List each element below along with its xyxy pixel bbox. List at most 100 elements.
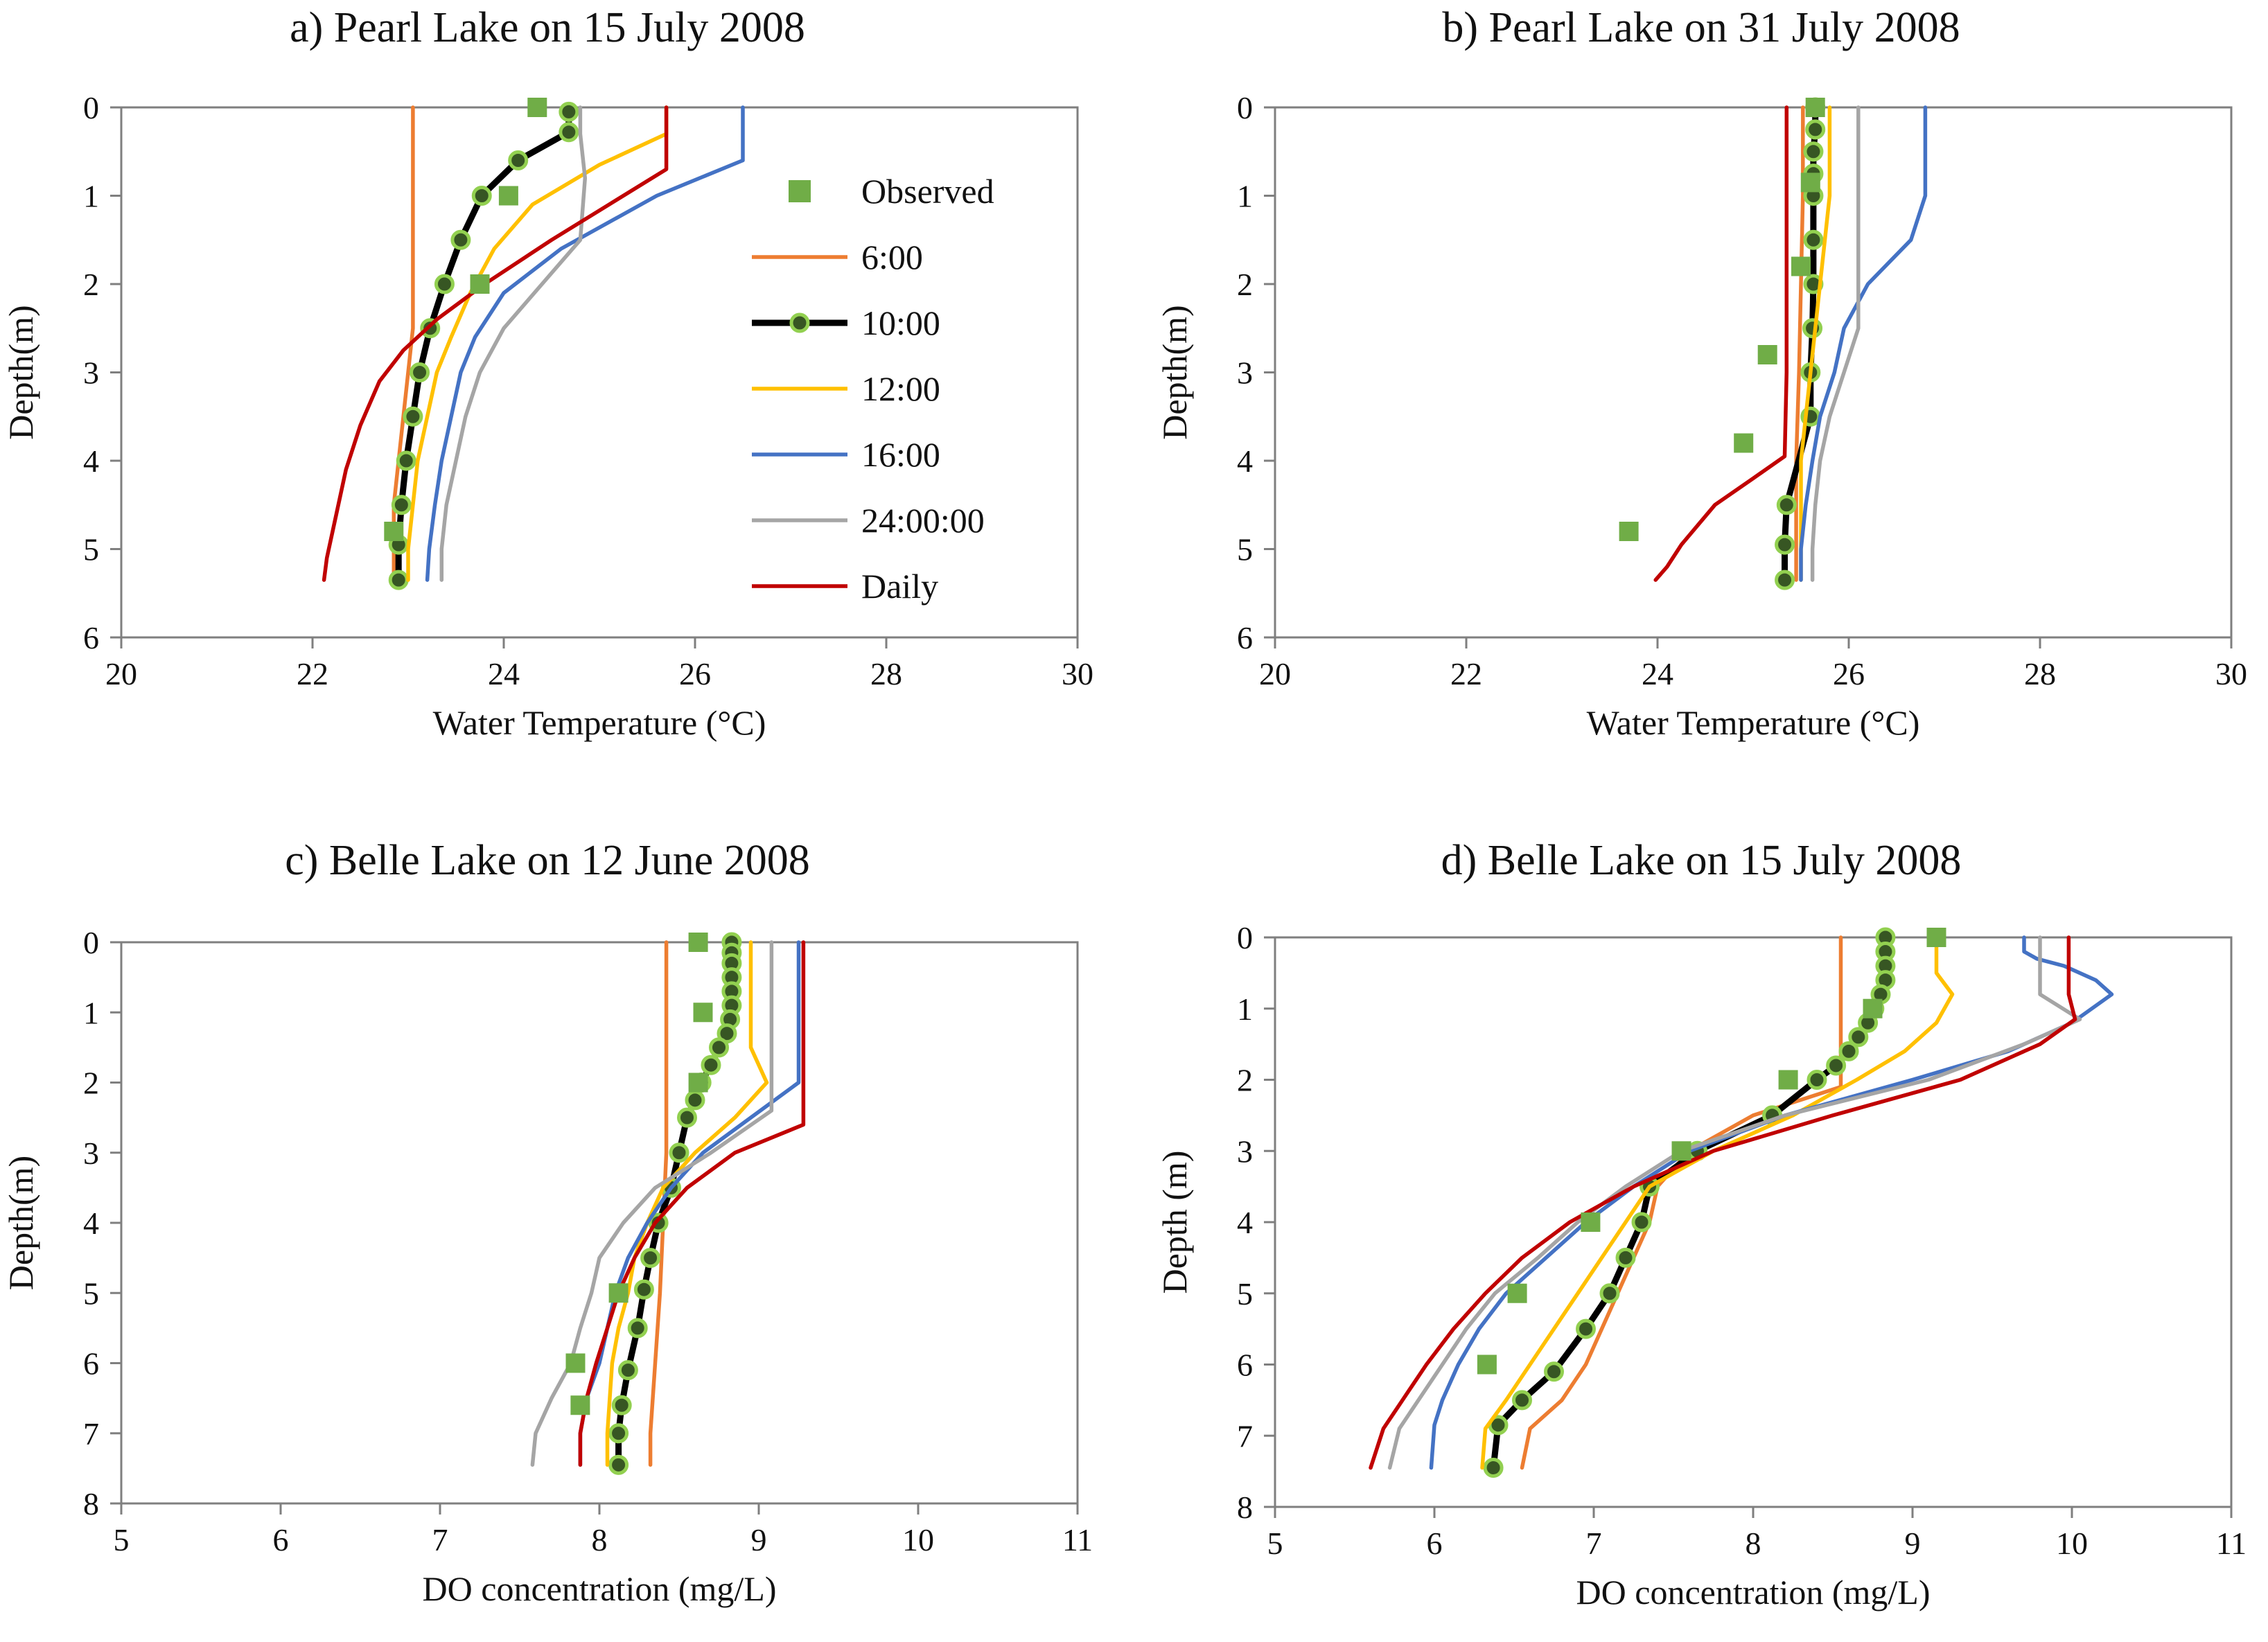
series-line	[1520, 935, 1843, 1470]
y-tick-label: 4	[83, 443, 99, 479]
y-tick-label: 5	[83, 1275, 99, 1311]
observed-point	[570, 1395, 590, 1415]
observed-point	[1800, 173, 1820, 193]
x-tick-label: 24	[1642, 656, 1673, 691]
y-tick-label: 6	[1237, 1348, 1253, 1383]
legend-label: 6:00	[861, 238, 923, 276]
x-tick-label: 9	[1905, 1526, 1921, 1561]
series-line	[1810, 105, 1861, 582]
series-point	[471, 186, 492, 206]
x-tick-label: 6	[273, 1522, 289, 1557]
observed-point	[688, 933, 708, 952]
x-axis-title: Water Temperature (°C)	[1587, 703, 1920, 742]
legend-marker	[789, 312, 810, 333]
x-axis-title: Water Temperature (°C)	[433, 703, 766, 742]
x-tick-label: 22	[297, 656, 328, 691]
x-tick-label: 24	[488, 656, 520, 691]
observed-point	[1778, 1070, 1798, 1090]
legend-label: Observed	[861, 172, 994, 211]
series-point	[633, 1279, 654, 1300]
legend-label: 10:00	[861, 303, 940, 342]
series-line	[1490, 934, 1889, 1471]
plot-area	[120, 941, 1079, 1505]
y-tick-label: 0	[1237, 920, 1253, 955]
y-tick-label: 4	[83, 1206, 99, 1241]
series-point	[701, 1054, 721, 1075]
series-line	[1799, 105, 1928, 582]
series-point	[1483, 1457, 1504, 1478]
x-axis-title: DO concentration (mg/L)	[1576, 1573, 1931, 1612]
y-tick-label: 3	[83, 1136, 99, 1171]
x-tick-label: 9	[751, 1522, 767, 1557]
series-point	[391, 495, 412, 515]
series-point	[396, 450, 416, 471]
x-tick-label: 8	[1746, 1526, 1761, 1561]
series-point	[640, 1248, 661, 1269]
series-point	[685, 1090, 705, 1111]
series-point	[1599, 1283, 1620, 1304]
series-point	[1802, 318, 1823, 339]
legend-marker	[789, 180, 811, 202]
y-tick-label: 0	[83, 90, 99, 125]
series-line	[605, 940, 769, 1467]
series-point	[508, 150, 529, 170]
series-line	[1799, 105, 1832, 582]
x-tick-label: 26	[1833, 656, 1865, 691]
series-point	[1805, 119, 1826, 140]
series-point	[559, 101, 579, 122]
y-tick-label: 2	[1237, 1063, 1253, 1098]
series-line	[395, 108, 572, 583]
series-point	[608, 1454, 629, 1475]
legend-label: Daily	[861, 567, 938, 606]
panel-title: b) Pearl Lake on 31 July 2008	[1442, 4, 1960, 51]
series-point	[1803, 229, 1824, 250]
series-point	[450, 229, 471, 250]
panel-title: d) Belle Lake on 15 July 2008	[1441, 837, 1962, 884]
series-point	[677, 1107, 697, 1128]
series-line	[425, 105, 745, 582]
series-line	[1387, 935, 2082, 1470]
series-point	[403, 406, 423, 427]
series-point	[608, 1423, 629, 1444]
y-axis-title: Depth(m)	[1, 305, 40, 439]
series-line	[578, 940, 806, 1467]
series-point	[1848, 1027, 1869, 1048]
y-tick-label: 6	[1237, 620, 1253, 655]
series-point	[1807, 1070, 1827, 1090]
y-tick-label: 6	[83, 620, 99, 655]
y-tick-label: 8	[83, 1486, 99, 1521]
series-point	[1544, 1361, 1564, 1382]
observed-point	[1477, 1354, 1497, 1375]
y-tick-label: 3	[1237, 355, 1253, 391]
observed-point	[1863, 998, 1883, 1018]
observed-point	[608, 1283, 628, 1303]
x-tick-label: 28	[2024, 656, 2056, 691]
observed-point	[688, 1072, 708, 1093]
y-tick-label: 4	[1237, 443, 1253, 479]
series-point	[388, 570, 409, 590]
series-line	[322, 105, 669, 582]
observed-point	[1926, 928, 1946, 947]
x-tick-label: 20	[105, 656, 137, 691]
series-point	[1615, 1247, 1636, 1268]
x-tick-label: 8	[592, 1522, 608, 1557]
series-line	[392, 105, 415, 582]
y-axis-title: Depth(m)	[1, 1156, 40, 1290]
y-tick-label: 0	[83, 925, 99, 960]
y-tick-label: 2	[83, 267, 99, 302]
series-point	[1631, 1212, 1652, 1233]
observed-point	[498, 186, 518, 206]
series-point	[617, 1360, 638, 1381]
observed-point	[1791, 256, 1811, 276]
x-tick-label: 7	[432, 1522, 448, 1557]
observed-point	[527, 98, 547, 117]
observed-point	[470, 274, 490, 294]
y-tick-label: 2	[1237, 267, 1253, 302]
plot-area	[1274, 936, 2233, 1508]
observed-point	[384, 522, 404, 541]
y-tick-label: 7	[1237, 1418, 1253, 1454]
x-tick-label: 22	[1450, 656, 1482, 691]
panel-title: a) Pearl Lake on 15 July 2008	[290, 4, 805, 51]
y-tick-label: 1	[83, 179, 99, 214]
series-point	[434, 274, 455, 294]
